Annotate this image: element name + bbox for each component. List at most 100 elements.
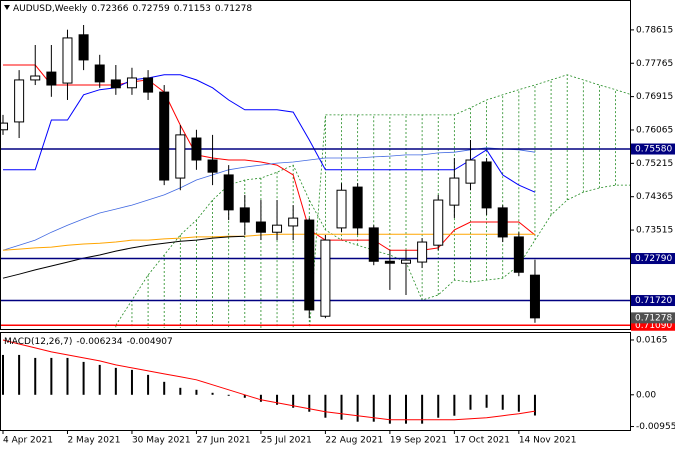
macd-bar [469,394,472,410]
macd-bar [421,394,424,424]
x-tick-label: 14 Nov 2021 [519,436,577,446]
line [309,74,630,328]
macd-name: MACD(12,26,7) [4,337,72,347]
x-tick-label: 25 Jul 2021 [261,436,312,446]
macd-bar [388,394,391,424]
macd-title: MACD(12,26,7) -0.006234 -0.004907 [4,337,173,347]
level-label: 0.71720 [635,296,672,306]
line [2,147,536,251]
y-tick-label: -0.009553 [636,422,675,432]
candle-body [255,221,266,233]
candle-body [449,177,460,206]
level-label: 0.75580 [635,145,672,155]
candle-body [126,77,137,89]
candle-body [368,227,379,262]
macd-bar [485,394,488,408]
line [2,339,536,421]
macd-bar [66,357,69,395]
line [2,233,535,251]
macd-bar [227,394,230,396]
macd-bar [453,394,456,416]
y-tick-label: 0.74365 [636,192,673,202]
macd-bar [243,394,246,398]
candle-body [30,75,41,81]
macd-bar [356,394,359,422]
macd-bar [34,357,37,395]
y-tick-label: 0.76065 [636,125,673,135]
macd-bar [50,357,53,395]
candle-body [433,199,444,246]
candle-body [352,186,363,229]
candle-body [384,260,395,264]
x-tick-label: 17 Oct 2021 [454,436,510,446]
symbol: AUDUSD,Weekly [13,4,88,14]
candle-body [288,217,299,227]
close-value: 0.71278 [215,4,252,14]
axes: 0.78615 0.77765 0.76915 0.76065 0.75215 0.743… [2,25,675,446]
candle-body [417,241,428,263]
level-tag [631,253,675,265]
macd-bar [130,369,133,395]
price-tag-label: 0.71278 [635,313,672,323]
chart-title: AUDUSD,Weekly 0.72366 0.72759 0.71153 0.7127… [13,4,252,14]
price-tag [631,312,675,324]
candle-body [94,64,105,83]
macd-bar [405,394,407,424]
macd-bar [259,394,262,402]
symbol-icon [4,5,10,10]
candle-body [143,77,154,93]
level-label: 0.72790 [635,254,672,264]
macd-bar [2,354,4,395]
signal-value: -0.004907 [127,337,173,347]
macd-bar [308,394,311,412]
macd-bar [340,394,343,420]
y-tick-label: 0.0165 [636,335,668,345]
candle-body [320,239,331,317]
candle-body [110,79,121,89]
candle-body [239,207,250,223]
x-tick-label: 4 Apr 2021 [3,436,53,446]
macd-bar [372,394,375,422]
macd-panel [0,332,631,431]
macd-bar [501,394,504,410]
level-tag [631,295,675,307]
candle-body [401,259,411,264]
candle-body [207,159,218,173]
candle-body [481,161,492,209]
y-tick-label: 0.75215 [636,159,673,169]
line [3,64,536,251]
high-value: 0.72759 [132,4,169,14]
line [115,164,630,326]
x-tick-label: 27 Jun 2021 [196,436,250,446]
candle-body [175,134,186,179]
y-tick-label: 0.77765 [636,59,673,69]
macd-bar [82,361,85,395]
open-value: 0.72366 [91,4,128,14]
macd-value: -0.006234 [76,337,122,347]
level-tag [631,319,675,331]
macd-bar [179,387,182,395]
macd-bar [276,394,279,405]
candle-body [14,79,25,123]
macd-bar [292,394,295,408]
low-value: 0.71153 [174,4,211,14]
level-label: 0.71090 [635,321,672,331]
macd-bar [437,394,440,418]
candle-body [78,34,89,61]
macd-bar [211,392,214,395]
candle-body [62,37,73,84]
y-tick-label: 0.73515 [636,226,673,236]
x-tick-label: 22 Aug 2021 [325,436,383,446]
candle-body [272,224,283,233]
candle-body [304,219,315,311]
candle-body [336,189,347,229]
x-tick-label: 19 Sep 2021 [390,436,447,446]
main-plot [1,24,630,328]
macd-bar [98,364,101,395]
candle-body [465,159,476,184]
macd-plot [2,339,536,424]
candle-body [513,236,524,273]
candle-body [191,137,202,161]
candle-body [223,174,234,211]
